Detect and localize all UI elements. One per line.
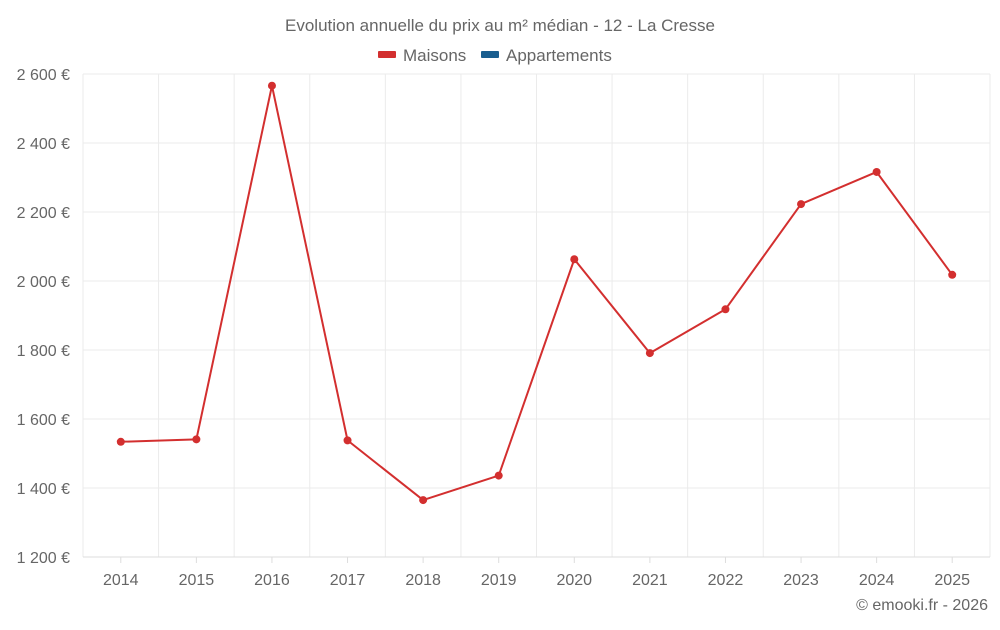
data-point-maisons[interactable] bbox=[645, 349, 654, 358]
x-tick-label: 2018 bbox=[405, 572, 441, 589]
legend-swatch-appartements bbox=[481, 51, 499, 58]
y-tick-label: 2 400 € bbox=[17, 136, 70, 153]
credit-text[interactable]: © emooki.fr - 2026 bbox=[856, 597, 988, 614]
x-tick-label: 2025 bbox=[934, 572, 970, 589]
series-line-maisons bbox=[120, 84, 954, 502]
y-tick-label: 1 400 € bbox=[17, 481, 70, 498]
y-tick-label: 2 600 € bbox=[17, 67, 70, 84]
series-layer bbox=[116, 81, 957, 505]
x-tick-label: 2015 bbox=[179, 572, 215, 589]
legend-item-appartements[interactable]: Appartements bbox=[481, 46, 612, 65]
data-point-maisons[interactable] bbox=[721, 305, 730, 314]
y-tick-label: 1 200 € bbox=[17, 550, 70, 567]
data-point-maisons[interactable] bbox=[343, 436, 352, 445]
y-tick-label: 1 600 € bbox=[17, 412, 70, 429]
axis-layer: 1 200 € 1 400 € 1 600 € 1 800 € 2 000 € 2 200… bbox=[17, 67, 990, 589]
legend: Maisons Appartements bbox=[378, 46, 612, 65]
legend-label-appartements: Appartements bbox=[506, 46, 612, 65]
data-point-maisons[interactable] bbox=[267, 81, 276, 90]
y-tick-label: 2 000 € bbox=[17, 274, 70, 291]
data-point-maisons[interactable] bbox=[797, 200, 806, 209]
y-tick-label: 2 200 € bbox=[17, 205, 70, 222]
x-tick-label: 2014 bbox=[103, 572, 139, 589]
chart-title: Evolution annuelle du prix au m² médian … bbox=[285, 16, 715, 35]
data-point-maisons[interactable] bbox=[948, 270, 957, 279]
data-point-maisons[interactable] bbox=[872, 167, 881, 176]
x-tick-label: 2023 bbox=[783, 572, 819, 589]
data-point-maisons[interactable] bbox=[494, 471, 503, 480]
data-point-maisons[interactable] bbox=[570, 255, 579, 264]
legend-label-maisons: Maisons bbox=[403, 46, 466, 65]
data-point-maisons[interactable] bbox=[192, 435, 201, 444]
x-tick-label: 2020 bbox=[556, 572, 592, 589]
legend-swatch-maisons bbox=[378, 51, 396, 58]
x-tick-label: 2024 bbox=[859, 572, 895, 589]
x-tick-label: 2021 bbox=[632, 572, 668, 589]
data-point-maisons[interactable] bbox=[116, 437, 125, 446]
data-point-maisons[interactable] bbox=[419, 496, 428, 505]
legend-item-maisons[interactable]: Maisons bbox=[378, 46, 466, 65]
x-tick-label: 2017 bbox=[330, 572, 366, 589]
x-tick-label: 2022 bbox=[708, 572, 744, 589]
x-tick-label: 2016 bbox=[254, 572, 290, 589]
x-tick-label: 2019 bbox=[481, 572, 517, 589]
y-tick-label: 1 800 € bbox=[17, 343, 70, 360]
grid-layer bbox=[82, 73, 991, 558]
